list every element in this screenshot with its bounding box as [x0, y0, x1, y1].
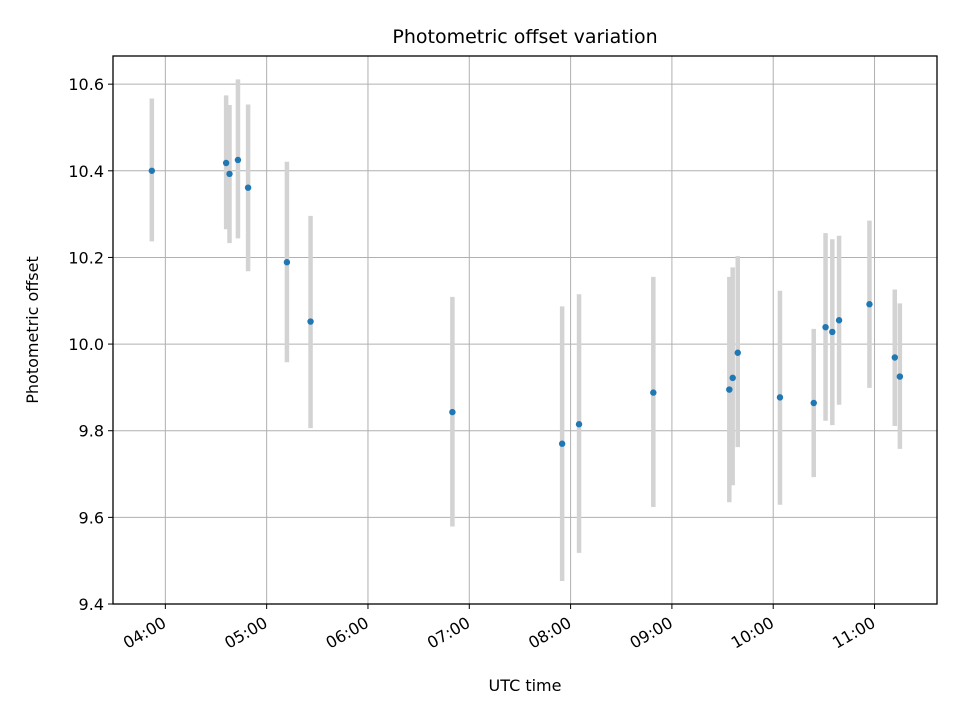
data-point — [829, 328, 836, 336]
data-point — [244, 184, 252, 191]
data-point — [449, 408, 456, 416]
data-point — [810, 399, 817, 407]
y-tick-label: 10.2 — [68, 248, 104, 267]
data-point — [896, 373, 904, 380]
y-tick-label: 10.0 — [68, 335, 104, 354]
grid — [113, 56, 937, 605]
data-point — [776, 394, 784, 401]
data-point — [734, 349, 741, 356]
plot-frame — [112, 55, 938, 605]
data-point — [283, 259, 291, 266]
data-point — [226, 170, 233, 178]
x-axis-label: UTC time — [489, 676, 562, 695]
data-point — [575, 421, 583, 428]
data-point — [234, 156, 242, 164]
y-tick-label: 9.4 — [79, 595, 104, 614]
y-tick-label: 10.6 — [68, 75, 104, 94]
data-point — [866, 301, 873, 308]
data-point — [822, 323, 829, 331]
data-point — [729, 374, 736, 382]
y-tick-label: 10.4 — [68, 162, 104, 181]
data-point — [148, 167, 156, 174]
data-point — [222, 159, 230, 167]
data-point — [835, 317, 843, 324]
data-point — [726, 386, 733, 393]
data-point — [558, 440, 566, 447]
data-point — [891, 354, 898, 361]
data-point — [307, 318, 314, 325]
data-point — [650, 389, 657, 396]
y-tick-label: 9.6 — [79, 508, 104, 527]
chart-title: Photometric offset variation — [392, 26, 657, 48]
y-axis-ticks: 9.4 9.6 9.8 10.0 10.2 10.4 10.6 — [68, 75, 113, 614]
data-points — [148, 156, 904, 447]
y-tick-label: 9.8 — [79, 422, 104, 441]
y-axis-label: Photometric offset — [23, 256, 42, 404]
